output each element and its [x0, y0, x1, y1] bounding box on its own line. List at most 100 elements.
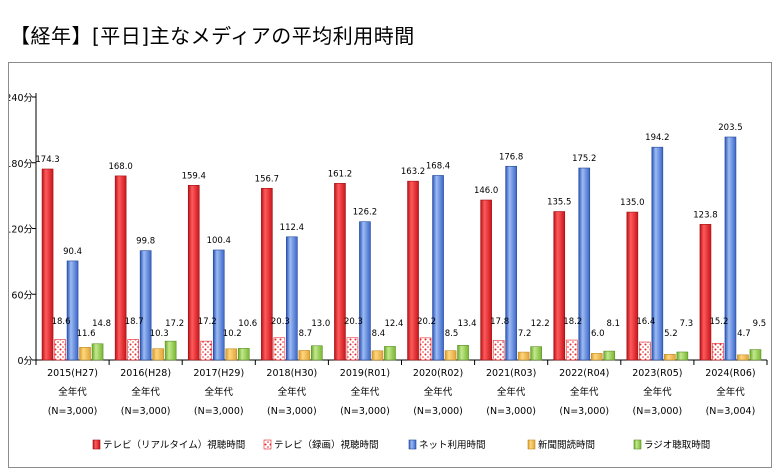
data-label-4-9: 5.2: [664, 329, 678, 339]
legend-swatch-2: [263, 439, 272, 450]
bar-4-10: [737, 354, 749, 361]
legend-swatch-4: [527, 439, 536, 450]
data-label-5-10: 9.5: [753, 319, 767, 329]
x-label-n: (N=3,000): [559, 406, 609, 417]
x-axis-labels: 2015(H27) 全年代 (N=3,000) 2016(H28) 全年代 (N=3,00…: [47, 368, 755, 417]
y-tick-label: 180分: [9, 159, 33, 170]
bar-2-5: [346, 337, 359, 361]
bar-3-10: [724, 136, 737, 361]
y-tick-label: 120分: [9, 225, 33, 236]
data-label-2-4: 20.3: [271, 317, 290, 327]
bar-2-6: [419, 337, 432, 361]
bar-5-3: [237, 348, 250, 361]
data-label-4-7: 7.2: [518, 329, 532, 339]
bar-4-7: [517, 351, 530, 361]
bar-3-2: [139, 250, 152, 361]
x-label-year: 2016(H28): [120, 368, 171, 379]
bar-1-2: [114, 175, 127, 361]
data-label-2-3: 17.2: [198, 317, 217, 327]
x-label-age: 全年代: [131, 386, 160, 398]
bar-4-9: [664, 354, 676, 361]
data-label-4-4: 8.7: [299, 329, 313, 339]
data-label-4-6: 8.5: [445, 329, 459, 339]
x-label-n: (N=3,000): [633, 406, 683, 417]
x-label-n: (N=3,000): [413, 406, 463, 417]
legend-label-2: テレビ（録画）視聴時間: [274, 439, 379, 451]
x-label-age: 全年代: [204, 386, 233, 398]
legend-label-1: テレビ（リアルタイム）視聴時間: [103, 439, 245, 451]
data-label-1-5: 161.2: [328, 169, 352, 179]
x-label-year: 2018(H30): [266, 368, 317, 379]
data-label-3-10: 203.5: [718, 123, 742, 133]
bars: [41, 136, 762, 361]
data-label-5-4: 13.0: [311, 319, 330, 329]
x-label-age: 全年代: [716, 386, 745, 398]
data-label-3-9: 194.2: [645, 133, 669, 143]
data-label-5-9: 7.3: [680, 319, 694, 329]
bar-5-10: [749, 349, 762, 361]
data-label-3-4: 112.4: [280, 223, 304, 233]
data-label-3-1: 90.4: [63, 247, 82, 257]
bar-1-4: [261, 187, 273, 361]
x-label-year: 2023(R05): [632, 368, 682, 379]
bar-5-1: [91, 343, 104, 361]
data-label-2-10: 15.2: [709, 317, 728, 327]
data-label-2-5: 20.3: [344, 317, 363, 327]
bar-4-6: [444, 350, 457, 361]
x-label-n: (N=3,000): [194, 406, 244, 417]
bar-5-8: [603, 350, 616, 361]
legend: テレビ（リアルタイム）視聴時間 テレビ（録画）視聴時間 ネット利用時間 新聞閲読時間 ラ…: [92, 439, 710, 451]
data-label-5-8: 8.1: [606, 319, 620, 329]
chart-frame: 0分 60分 120分 180分 240分 174.3 18.6 90.4 11.614.8 1…: [5, 62, 772, 468]
legend-label-4: 新聞閲読時間: [538, 439, 595, 451]
bar-5-6: [457, 345, 469, 361]
x-label-age: 全年代: [497, 386, 526, 398]
data-label-4-8: 6.0: [591, 329, 605, 339]
bar-2-10: [712, 343, 724, 361]
y-tick-label: 0分: [17, 356, 33, 367]
bar-1-10: [699, 224, 712, 361]
data-label-1-10: 123.8: [693, 210, 717, 220]
bar-chart: 0分 60分 120分 180分 240分 174.3 18.6 90.4 11.614.8 1…: [5, 93, 768, 451]
data-label-5-7: 12.2: [531, 319, 550, 329]
bar-3-5: [359, 221, 371, 361]
data-label-5-5: 12.4: [384, 319, 403, 329]
y-tick-label: 240分: [9, 93, 33, 104]
x-label-year: 2019(R01): [340, 368, 390, 379]
bar-1-9: [626, 211, 639, 361]
data-label-1-8: 135.5: [547, 198, 571, 208]
x-label-n: (N=3,000): [340, 406, 390, 417]
x-label-year: 2015(H27): [47, 368, 98, 379]
data-label-1-6: 163.2: [401, 167, 425, 177]
bar-2-2: [127, 339, 139, 361]
data-label-3-8: 175.2: [572, 154, 596, 164]
x-label-n: (N=3,000): [121, 406, 171, 417]
bar-1-5: [334, 183, 346, 361]
x-label-year: 2020(R02): [413, 368, 463, 379]
bar-3-3: [212, 249, 225, 361]
bar-3-6: [432, 175, 444, 361]
x-label-n: (N=3,000): [48, 406, 98, 417]
page-title: 【経年】[平日]主なメディアの平均利用時間: [10, 24, 415, 48]
data-label-1-7: 146.0: [474, 186, 498, 196]
x-label-age: 全年代: [278, 386, 307, 398]
data-label-2-6: 20.2: [417, 317, 436, 327]
bar-4-3: [225, 348, 238, 361]
data-label-1-2: 168.0: [108, 162, 132, 172]
data-label-3-2: 99.8: [136, 237, 155, 247]
data-label-1-3: 159.4: [182, 171, 206, 181]
y-tick-label: 60分: [11, 290, 33, 301]
bar-4-4: [298, 350, 311, 361]
x-label-age: 全年代: [351, 386, 380, 398]
bar-2-1: [54, 339, 66, 361]
x-label-n: (N=3,000): [267, 406, 317, 417]
x-label-age: 全年代: [424, 386, 453, 398]
data-label-4-2: 10.3: [150, 329, 169, 339]
bar-2-4: [273, 337, 286, 361]
data-label-4-1: 11.6: [77, 329, 96, 339]
x-label-age: 全年代: [570, 386, 599, 398]
bar-3-4: [286, 236, 298, 361]
bar-5-4: [311, 345, 323, 361]
bar-1-1: [41, 168, 54, 361]
data-label-3-3: 100.4: [207, 236, 231, 246]
